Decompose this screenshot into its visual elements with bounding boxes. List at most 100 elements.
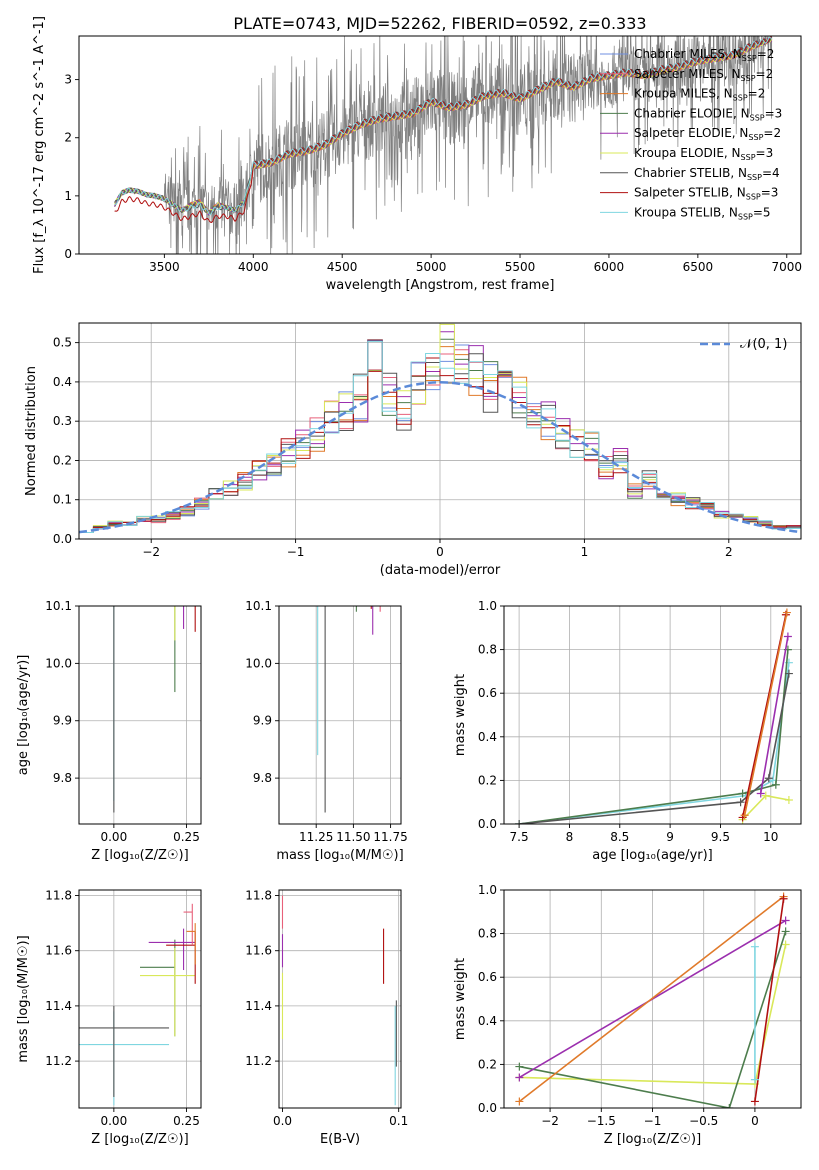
legend-text: Salpeter ELODIE, N [634, 126, 748, 140]
gaussian-curve [79, 381, 801, 534]
x-tick-label: −0.5 [689, 1114, 718, 1128]
x-tick-label: 0.00 [100, 1114, 127, 1128]
series-line-chabrier_elodie [519, 931, 787, 1108]
x-tick-label: 6000 [594, 260, 625, 274]
legend-entry: Chabrier STELIB, NSSP=4 [634, 166, 780, 182]
y-tick-label: 9.9 [53, 714, 72, 728]
legend-text: Chabrier STELIB, N [634, 166, 747, 180]
y-tick-label: 0.6 [478, 970, 497, 984]
y-tick-label: 11.8 [245, 889, 272, 903]
legend-text: Kroupa MILES, N [634, 87, 733, 101]
axes-residuals: −2 −1 0 1 2 0.0 0.1 0.2 0.3 0.4 0.5 (data-model)/er… [24, 323, 801, 578]
y-tick-label: 0.1 [53, 493, 72, 507]
legend-entry: Salpeter MILES, NSSP=2 [634, 67, 773, 83]
axes-spectrum: 3500 4000 4500 5000 5500 6000 6500 7000 0 1 2 3 wave… [32, 16, 802, 293]
x-tick-label: 10 [763, 830, 778, 844]
y-tick-label: 10.1 [45, 599, 72, 613]
x-tick-label: 0.00 [100, 830, 127, 844]
series-marker [779, 894, 788, 903]
series-marker [784, 669, 793, 678]
y-tick-label: 9.8 [53, 771, 72, 785]
x-axis-label: (data-model)/error [380, 563, 501, 578]
legend-subscript: SSP [733, 94, 748, 103]
series-marker [761, 791, 770, 800]
legend-subscript: SSP [738, 212, 753, 221]
axes-age-vs-Z: 0.00 0.25 9.8 9.9 10.0 10.1 Z [log₁₀(Z/Z☉)] age… [16, 599, 201, 863]
x-tick-label: 11.25 [299, 830, 333, 844]
mass-ebv-points [281, 895, 397, 1106]
model-line-salpeter_elodie [114, 38, 773, 216]
legend-count: =2 [748, 87, 766, 101]
x-axis-label: Z [log₁₀(Z/Z☉)] [604, 1132, 701, 1147]
series-line-chabrier_stelib [519, 673, 790, 824]
x-tick-label: −2 [142, 545, 160, 559]
series-marker [750, 1075, 759, 1084]
series-marker [750, 1097, 759, 1106]
legend-subscript: SSP [741, 153, 756, 162]
y-tick-label: 0.6 [478, 686, 497, 700]
x-tick-label: 0.25 [173, 830, 200, 844]
y-axis-label: mass [log₁₀(M/M☉)] [16, 935, 31, 1062]
model-line-salpeter_stelib [114, 36, 772, 224]
histogram-kroupa_stelib [79, 340, 801, 534]
y-tick-label: 0.0 [53, 532, 72, 546]
axes-frame [78, 605, 202, 825]
y-tick-label: 0.8 [478, 643, 497, 657]
y-tick-label: 1.0 [478, 599, 497, 613]
y-axis-label: mass weight [453, 674, 468, 756]
x-tick-label: −1 [644, 1114, 662, 1128]
y-tick-label: 0.2 [478, 1057, 497, 1071]
y-tick-label: 0.0 [478, 1101, 497, 1115]
x-tick-label: 4000 [238, 260, 269, 274]
x-tick-label: 3500 [149, 260, 180, 274]
series-marker [756, 789, 765, 798]
x-tick-label: 0.25 [173, 1114, 200, 1128]
series-line-kroupa_miles [518, 895, 785, 1103]
legend-subscript: SSP [748, 133, 763, 142]
legend-text: Salpeter STELIB, N [634, 186, 746, 200]
x-tick-label: 8.5 [610, 830, 629, 844]
series-marker [783, 632, 792, 641]
axes-frame [78, 322, 802, 540]
data-spectrum-line [114, 36, 773, 254]
axes-frame [278, 605, 402, 825]
y-tick-label: 9.9 [253, 714, 272, 728]
legend-text: Chabrier MILES, N [634, 47, 742, 61]
y-tick-label: 11.4 [245, 999, 272, 1013]
axes-frame [503, 605, 802, 825]
series-marker [764, 774, 773, 783]
x-tick-label: 7.5 [510, 830, 529, 844]
series-line-salpeter_stelib [754, 898, 785, 1102]
y-axis-label: Normed distribution [24, 366, 39, 496]
legend-count: =2 [757, 47, 775, 61]
legend-subscript: SSP [750, 113, 765, 122]
series-marker [784, 796, 793, 805]
legend-entry: Chabrier MILES, NSSP=2 [634, 47, 774, 63]
legend-text: Salpeter MILES, N [634, 67, 741, 81]
legend-count: =3 [765, 106, 783, 120]
series-marker [515, 1097, 524, 1106]
y-tick-label: 0.4 [53, 375, 72, 389]
axes-mass-vs-Z: 0.00 0.25 11.2 11.4 11.6 11.8 Z [log₁₀(Z/Z☉)] m… [16, 889, 201, 1147]
x-tick-label: 9 [666, 830, 674, 844]
x-tick-label: 0 [436, 545, 444, 559]
series-marker [781, 916, 790, 925]
legend-entry: Kroupa STELIB, NSSP=5 [634, 205, 771, 221]
y-tick-label: 0.4 [478, 730, 497, 744]
y-tick-label: 0.5 [53, 336, 72, 350]
y-tick-label: 11.6 [245, 944, 272, 958]
y-tick-label: 11.4 [45, 999, 72, 1013]
series-line-salpeter_elodie [759, 636, 789, 794]
legend-count: =3 [756, 146, 774, 160]
legend-entry: 𝒩(0, 1) [740, 337, 787, 352]
model-line-kroupa_stelib [114, 36, 773, 215]
y-axis-label: mass weight [453, 958, 468, 1040]
series-line-chabrier_elodie [518, 649, 789, 824]
y-tick-label: 0.2 [53, 453, 72, 467]
legend-subscript: SSP [741, 74, 756, 83]
legend-entry: Kroupa ELODIE, NSSP=3 [634, 146, 773, 162]
x-tick-label: 1 [581, 545, 589, 559]
x-tick-label: −1 [287, 545, 305, 559]
x-tick-label: −2 [541, 1114, 559, 1128]
